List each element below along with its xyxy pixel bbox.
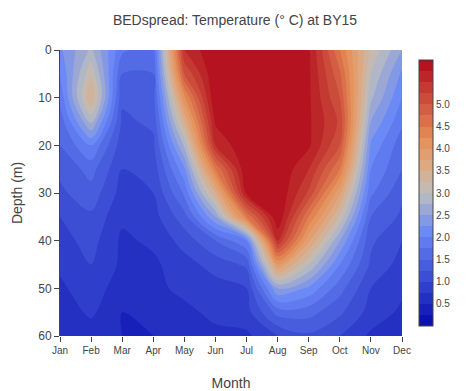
svg-text:Aug: Aug (269, 345, 287, 356)
svg-text:Mar: Mar (114, 345, 132, 356)
svg-text:2.5: 2.5 (436, 210, 450, 221)
svg-text:Jul: Jul (240, 345, 253, 356)
svg-text:Month: Month (212, 375, 251, 391)
svg-text:Depth (m): Depth (m) (9, 162, 25, 224)
svg-text:Nov: Nov (362, 345, 380, 356)
svg-text:Feb: Feb (82, 345, 100, 356)
svg-text:50: 50 (38, 282, 52, 296)
svg-text:Sep: Sep (300, 345, 318, 356)
svg-text:5.0: 5.0 (436, 99, 450, 110)
svg-text:Jan: Jan (52, 345, 68, 356)
svg-text:3.5: 3.5 (436, 165, 450, 176)
svg-text:0.5: 0.5 (436, 298, 450, 309)
svg-text:60: 60 (38, 329, 52, 343)
svg-text:10: 10 (38, 91, 52, 105)
svg-text:4.0: 4.0 (436, 143, 450, 154)
svg-text:Apr: Apr (145, 345, 161, 356)
svg-text:Dec: Dec (393, 345, 411, 356)
svg-text:1.0: 1.0 (436, 276, 450, 287)
svg-text:30: 30 (38, 186, 52, 200)
svg-text:Oct: Oct (332, 345, 348, 356)
svg-text:20: 20 (38, 139, 52, 153)
svg-text:4.5: 4.5 (436, 121, 450, 132)
svg-text:3.0: 3.0 (436, 188, 450, 199)
svg-text:40: 40 (38, 234, 52, 248)
svg-text:2.0: 2.0 (436, 232, 450, 243)
svg-text:0: 0 (45, 43, 52, 57)
svg-text:Jun: Jun (207, 345, 223, 356)
svg-text:BEDspread: Temperature (° C) a: BEDspread: Temperature (° C) at BY15 (113, 12, 357, 28)
svg-text:1.5: 1.5 (436, 254, 450, 265)
svg-text:May: May (175, 345, 194, 356)
